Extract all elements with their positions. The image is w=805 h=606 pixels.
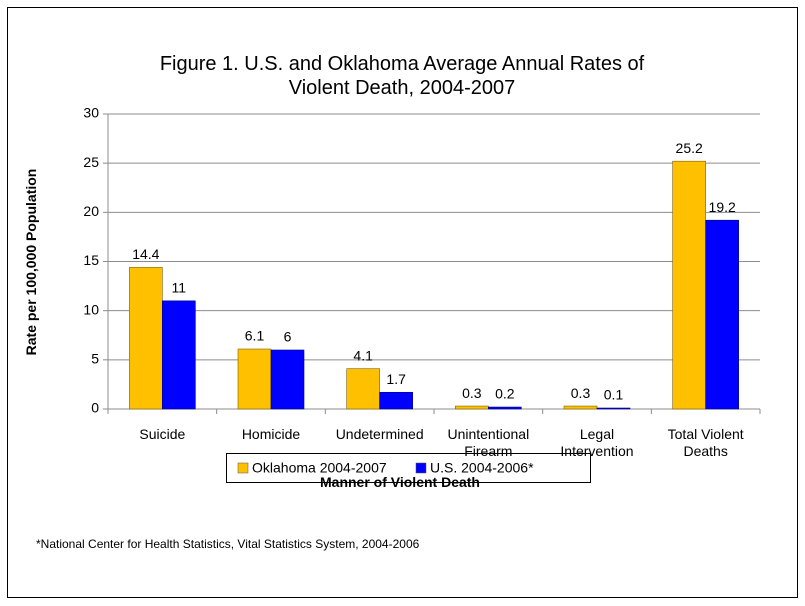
- x-tick-label: Unintentional Firearm: [447, 426, 530, 459]
- x-tick-label: Homicide: [241, 426, 301, 442]
- y-tick-label: 15: [83, 252, 99, 268]
- bar: [346, 368, 380, 410]
- y-tick-label: 10: [83, 301, 99, 317]
- legend-label: Oklahoma 2004-2007: [252, 460, 387, 476]
- value-label: 0.2: [495, 386, 515, 402]
- value-label: 14.4: [132, 246, 159, 262]
- bar: [237, 348, 272, 410]
- y-tick-label: 30: [83, 105, 99, 121]
- legend-swatch: [237, 462, 249, 474]
- x-tick-label: Suicide: [139, 426, 186, 442]
- value-label: 19.2: [709, 199, 736, 215]
- y-tick-label: 5: [91, 351, 99, 367]
- bar: [270, 349, 305, 410]
- x-axis-label: Manner of Violent Death: [320, 474, 480, 490]
- footnote: *National Center for Health Statistics, …: [36, 537, 420, 551]
- legend-label: U.S. 2004-2006*: [430, 460, 534, 476]
- chart-title: Figure 1. U.S. and Oklahoma Average Annu…: [159, 53, 645, 99]
- x-tick-label: Undetermined: [335, 426, 424, 442]
- bar: [596, 407, 631, 410]
- bar: [705, 219, 739, 410]
- y-tick-label: 20: [83, 203, 99, 219]
- bar: [488, 406, 522, 410]
- y-tick-label: 25: [83, 154, 99, 170]
- x-tick-label: Legal Intervention: [560, 426, 634, 459]
- y-axis-label: Rate per 100,000 Population: [23, 168, 39, 356]
- value-label: 11: [172, 280, 187, 296]
- y-tick-label: 0: [91, 400, 99, 416]
- value-label: 0.3: [462, 385, 482, 401]
- value-label: 0.3: [571, 385, 591, 401]
- bar: [129, 267, 163, 410]
- value-label: 25.2: [676, 140, 703, 156]
- value-label: 6: [284, 329, 292, 345]
- legend-box: [226, 453, 591, 483]
- value-label: 1.7: [386, 371, 406, 387]
- bar: [455, 405, 489, 410]
- bar: [379, 391, 413, 410]
- bar: [672, 160, 706, 410]
- legend-swatch: [415, 462, 427, 474]
- value-label: 6.1: [245, 328, 265, 344]
- value-label: 0.1: [604, 387, 624, 403]
- frame: [7, 7, 798, 598]
- value-label: 4.1: [353, 347, 373, 363]
- x-tick-label: Total Violent Deaths: [667, 426, 744, 459]
- bar: [563, 405, 598, 410]
- bar: [162, 300, 196, 410]
